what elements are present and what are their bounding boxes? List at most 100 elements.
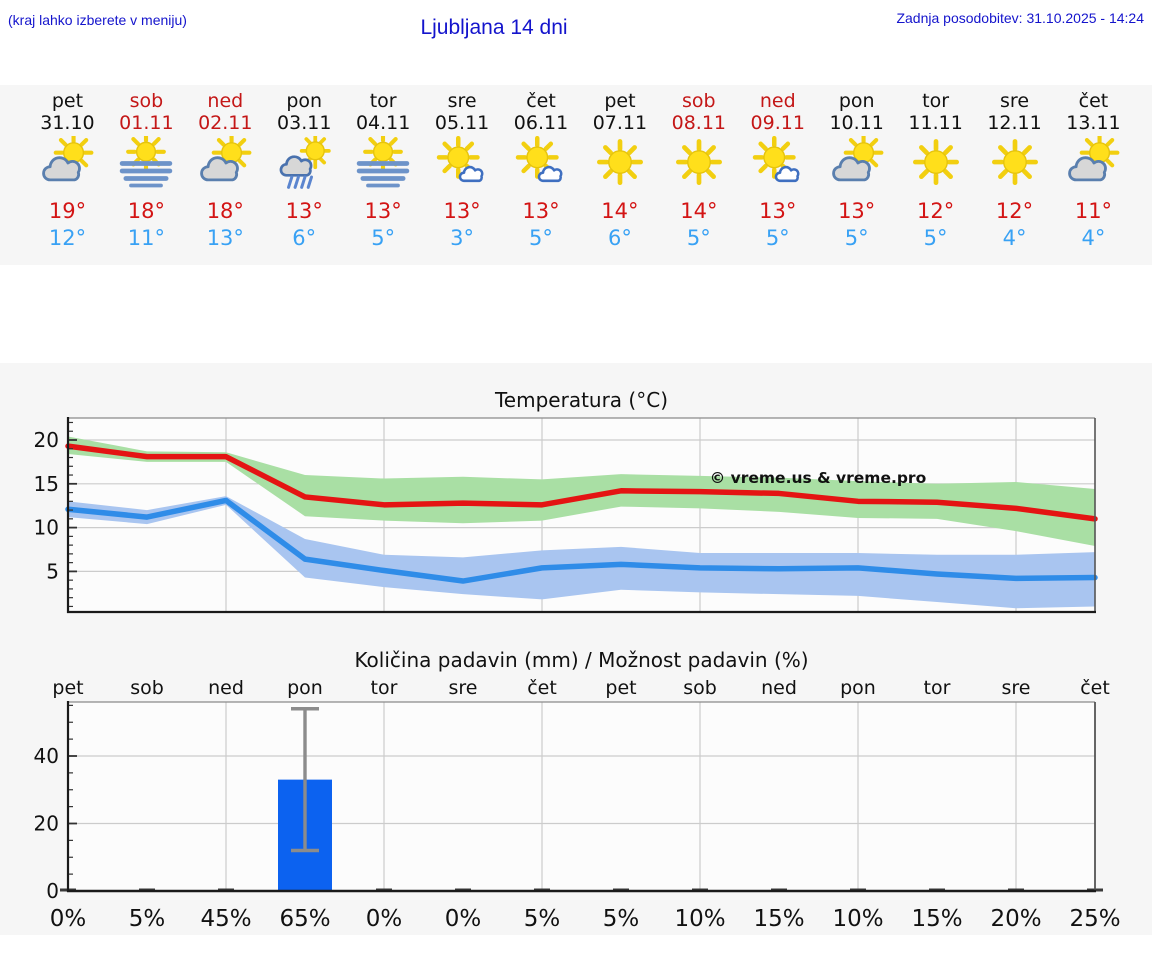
low-temp: 4° (1081, 226, 1106, 250)
precipitation-probability: 0% (445, 906, 482, 932)
high-temp: 13° (364, 199, 402, 223)
day-name: čet (1078, 90, 1109, 112)
day-date: 07.11 (592, 112, 648, 134)
precip-day-label: čet (1080, 677, 1110, 699)
high-temp: 13° (522, 199, 560, 223)
low-temp: 6° (607, 226, 632, 250)
precipitation-probability: 5% (129, 906, 166, 932)
precipitation-probability: 20% (990, 906, 1041, 932)
high-temp: 19° (48, 199, 87, 223)
day-date: 12.11 (987, 112, 1042, 134)
low-temp: 13° (206, 226, 244, 250)
max-temperature-line (65, 443, 1098, 522)
forecast-strip: pet 31.10 19° 12° sob 01.11 18° 11° ned 02.11 18° 1… (0, 85, 1152, 265)
watermark: © vreme.us & vreme.pro (710, 469, 926, 487)
day-date: 31.10 (40, 112, 95, 134)
day-date: 05.11 (434, 112, 490, 134)
day-date: 10.11 (829, 112, 884, 134)
low-temp: 3° (450, 226, 474, 250)
day-date: 13.11 (1066, 112, 1121, 134)
forecast-day-column: pet 07.11 14° 6° (580, 85, 659, 265)
precipitation-probability: 10% (832, 906, 883, 932)
day-date: 08.11 (671, 112, 727, 134)
precip-day-label: sob (683, 677, 717, 699)
forecast-day-column: čet 06.11 13° 5° (502, 85, 581, 265)
forecast-day-column: sre 05.11 13° 3° (423, 85, 502, 265)
precip-day-label: ned (761, 677, 797, 699)
forecast-day-column: sob 08.11 14° 5° (659, 85, 738, 265)
precip-day-label: ned (208, 677, 244, 699)
temp-y-tick-label: 15 (34, 472, 59, 496)
day-name: pon (286, 90, 323, 112)
low-temp: 6° (292, 226, 317, 250)
day-name: sob (129, 90, 164, 112)
high-temp: 14° (601, 199, 639, 223)
day-name: ned (207, 90, 244, 112)
error-bar (291, 707, 319, 853)
low-temp: 5° (844, 226, 869, 250)
day-name: tor (369, 90, 397, 112)
temp-y-tick-label: 10 (34, 516, 59, 540)
high-temp: 11° (1074, 199, 1113, 223)
day-name: pet (51, 90, 84, 112)
high-temp: 13° (838, 199, 876, 223)
forecast-day-column: ned 02.11 18° 13° (186, 85, 265, 265)
precipitation-probability: 25% (1069, 906, 1120, 932)
precipitation-probability: 0% (50, 906, 87, 932)
day-date: 02.11 (198, 112, 253, 134)
forecast-day-column: pon 10.11 13° 5° (817, 85, 896, 265)
high-temp: 13° (443, 199, 481, 223)
temperature-chart-title: Temperatura (°C) (494, 388, 668, 412)
menu-hint: (kraj lahko izberete v meniju) (8, 12, 187, 28)
high-temp: 13° (759, 199, 797, 223)
low-temp: 5° (529, 226, 553, 250)
high-temp: 12° (995, 199, 1034, 223)
precipitation-chart-title: Količina padavin (mm) / Možnost padavin … (354, 648, 808, 672)
low-temp: 5° (371, 226, 396, 250)
precip-day-label: pet (52, 677, 83, 699)
forecast-day-column: ned 09.11 13° 5° (738, 85, 817, 265)
low-temp: 5° (923, 226, 948, 250)
day-name: sre (447, 90, 477, 112)
day-name: sre (1000, 90, 1030, 112)
precipitation-probability: 10% (674, 906, 725, 932)
high-temp: 14° (680, 199, 718, 223)
precip-day-label: pon (840, 677, 876, 699)
precipitation-probability: 15% (753, 906, 804, 932)
precip-day-label: pet (605, 677, 636, 699)
min-temperature-line (65, 497, 1098, 584)
precipitation-probability: 15% (911, 906, 962, 932)
day-name: ned (759, 90, 796, 112)
precipitation-probability: 65% (279, 906, 330, 932)
precipitation-chart: 0 20 40 pet sob ned pon tor sre čet pet sob ned pon to… (34, 648, 1121, 932)
max-temperature-range (68, 436, 1095, 546)
last-update: Zadnja posodobitev: 31.10.2025 - 14:24 (896, 10, 1144, 26)
precip-day-label: sre (449, 677, 478, 699)
forecast-day-column: pet 31.10 19° 12° (28, 85, 107, 265)
day-date: 03.11 (277, 112, 332, 134)
low-temp: 5° (686, 226, 711, 250)
day-name: čet (526, 90, 556, 112)
precip-day-label: tor (371, 677, 398, 699)
precipitation-probability: 5% (524, 906, 561, 932)
forecast-day-column: tor 04.11 13° 5° (344, 85, 423, 265)
day-date: 01.11 (119, 112, 174, 134)
high-temp: 18° (127, 199, 165, 223)
temperature-chart: 5 10 15 20 Temperatura (°C) © vreme.us & vrem… (34, 388, 1098, 614)
high-temp: 12° (916, 199, 955, 223)
page-title: Ljubljana 14 dni (420, 16, 568, 39)
precip-y-tick-label: 20 (34, 812, 59, 836)
day-date: 11.11 (908, 112, 963, 134)
low-temp: 12° (48, 226, 87, 250)
low-temp: 4° (1002, 226, 1027, 250)
temp-y-tick-label: 5 (46, 559, 59, 583)
forecast-day-column: čet 13.11 11° 4° (1054, 85, 1133, 265)
precip-y-tick-label: 40 (34, 744, 59, 768)
precipitation-probability: 45% (200, 906, 251, 932)
day-date: 06.11 (513, 112, 569, 134)
day-date: 04.11 (355, 112, 411, 134)
precipitation-probability: 5% (603, 906, 640, 932)
precipitation-probability: 0% (366, 906, 403, 932)
